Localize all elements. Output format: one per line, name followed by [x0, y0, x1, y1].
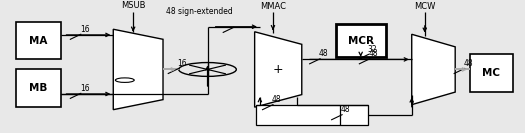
Text: MCW: MCW: [414, 2, 435, 11]
Polygon shape: [255, 32, 302, 107]
Text: 48: 48: [369, 49, 379, 58]
Bar: [16, 22, 61, 59]
Polygon shape: [113, 29, 163, 110]
Text: 48: 48: [341, 105, 351, 114]
Bar: [336, 24, 385, 57]
Text: 48: 48: [319, 49, 329, 58]
Text: 48: 48: [272, 95, 281, 104]
Text: MSUB: MSUB: [121, 1, 145, 10]
Text: 48 sign-extended: 48 sign-extended: [165, 7, 233, 16]
Bar: [256, 105, 368, 125]
Text: 48: 48: [464, 59, 473, 68]
Polygon shape: [412, 34, 455, 105]
Text: 16: 16: [80, 84, 89, 93]
Bar: [16, 69, 61, 107]
Text: MA: MA: [29, 36, 48, 46]
Text: 32: 32: [368, 45, 377, 54]
Text: MC: MC: [482, 68, 500, 78]
Bar: [470, 54, 513, 92]
Text: MB: MB: [29, 83, 48, 93]
Text: 16: 16: [177, 59, 187, 68]
Text: +: +: [273, 63, 284, 76]
Text: MMAC: MMAC: [260, 2, 286, 11]
Text: 16: 16: [80, 25, 89, 34]
Text: MCR: MCR: [348, 36, 374, 46]
